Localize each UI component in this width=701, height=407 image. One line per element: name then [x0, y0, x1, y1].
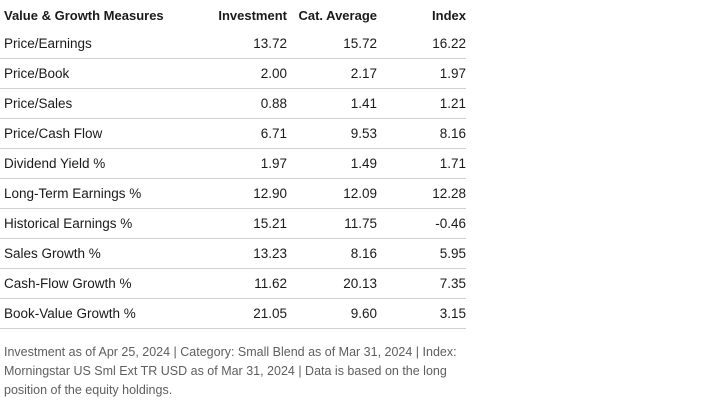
investment-value: 1.97	[185, 148, 287, 179]
table-row: Historical Earnings % 15.21 11.75 -0.46	[0, 208, 466, 239]
index-value: 1.71	[377, 148, 466, 179]
investment-value: 12.90	[185, 178, 287, 209]
table-header-row: Value & Growth Measures Investment Cat. …	[0, 1, 466, 29]
cat-average-value: 2.17	[287, 58, 377, 89]
investment-value: 15.21	[185, 208, 287, 239]
investment-value: 13.72	[185, 29, 287, 59]
table-row: Cash-Flow Growth % 11.62 20.13 7.35	[0, 268, 466, 299]
investment-value: 21.05	[185, 298, 287, 329]
index-value: 7.35	[377, 268, 466, 299]
measure-label: Cash-Flow Growth %	[0, 268, 185, 299]
investment-value: 0.88	[185, 88, 287, 119]
cat-average-value: 9.53	[287, 118, 377, 149]
column-header-index: Index	[432, 8, 466, 23]
index-value: 1.97	[377, 58, 466, 89]
investment-value: 2.00	[185, 58, 287, 89]
table-row: Price/Earnings 13.72 15.72 16.22	[0, 29, 466, 59]
cat-average-value: 11.75	[287, 208, 377, 239]
measure-label: Sales Growth %	[0, 238, 185, 269]
measure-label: Price/Earnings	[0, 29, 185, 59]
cat-average-value: 1.49	[287, 148, 377, 179]
investment-value: 6.71	[185, 118, 287, 149]
column-header-cat-average: Cat. Average	[298, 8, 377, 23]
table-row: Price/Book 2.00 2.17 1.97	[0, 58, 466, 89]
cat-average-value: 15.72	[287, 29, 377, 59]
cat-average-value: 1.41	[287, 88, 377, 119]
measure-label: Price/Cash Flow	[0, 118, 185, 149]
cat-average-value: 9.60	[287, 298, 377, 329]
index-value: 8.16	[377, 118, 466, 149]
index-value: 5.95	[377, 238, 466, 269]
footnote: Investment as of Apr 25, 2024 | Category…	[4, 343, 482, 400]
investment-value: 11.62	[185, 268, 287, 299]
measure-label: Price/Book	[0, 58, 185, 89]
cat-average-value: 20.13	[287, 268, 377, 299]
value-growth-measures-table: Value & Growth Measures Investment Cat. …	[0, 1, 466, 329]
index-value: 3.15	[377, 298, 466, 329]
table-title: Value & Growth Measures	[4, 8, 164, 23]
table-row: Price/Cash Flow 6.71 9.53 8.16	[0, 118, 466, 149]
cat-average-value: 12.09	[287, 178, 377, 209]
measure-label: Long-Term Earnings %	[0, 178, 185, 209]
footnote-line: Investment as of Apr 25, 2024 | Category…	[4, 345, 457, 359]
investment-value: 13.23	[185, 238, 287, 269]
cat-average-value: 8.16	[287, 238, 377, 269]
table-row: Dividend Yield % 1.97 1.49 1.71	[0, 148, 466, 179]
measure-label: Historical Earnings %	[0, 208, 185, 239]
measure-label: Price/Sales	[0, 88, 185, 119]
table-row: Price/Sales 0.88 1.41 1.21	[0, 88, 466, 119]
footnote-line: position of the equity holdings.	[4, 383, 173, 397]
index-value: 16.22	[377, 29, 466, 59]
table-row: Long-Term Earnings % 12.90 12.09 12.28	[0, 178, 466, 209]
index-value: 1.21	[377, 88, 466, 119]
measure-label: Book-Value Growth %	[0, 298, 185, 329]
column-header-investment: Investment	[218, 8, 287, 23]
table-row: Book-Value Growth % 21.05 9.60 3.15	[0, 298, 466, 329]
index-value: -0.46	[377, 208, 466, 239]
footnote-line: Morningstar US Sml Ext TR USD as of Mar …	[4, 364, 447, 378]
measure-label: Dividend Yield %	[0, 148, 185, 179]
table-row: Sales Growth % 13.23 8.16 5.95	[0, 238, 466, 269]
index-value: 12.28	[377, 178, 466, 209]
